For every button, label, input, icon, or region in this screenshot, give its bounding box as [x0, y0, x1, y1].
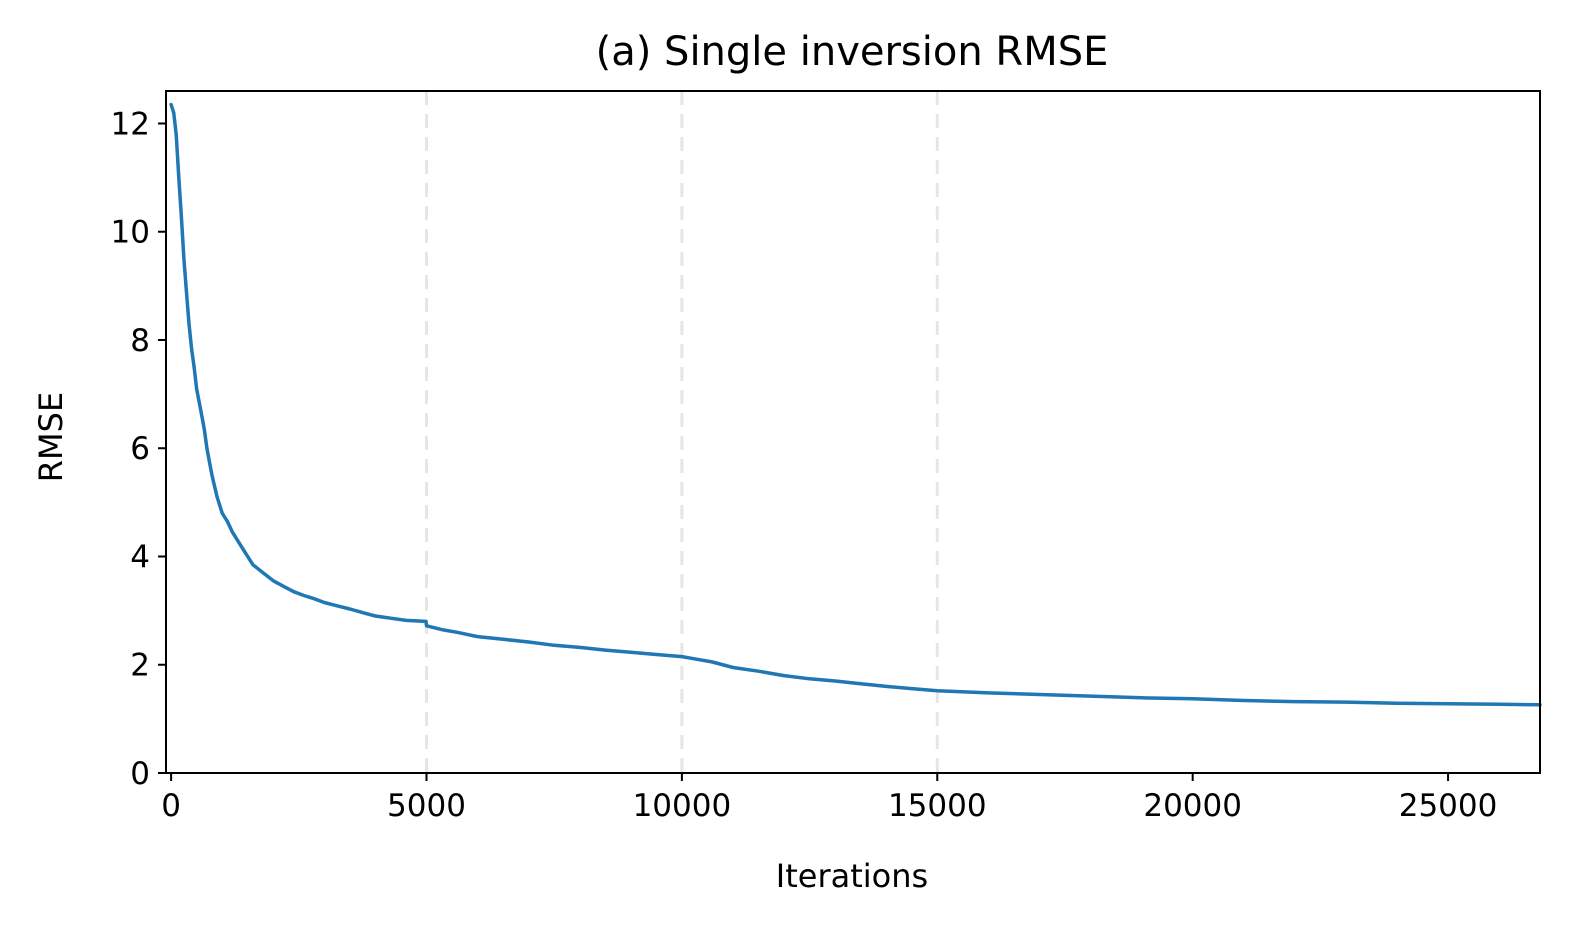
x-tick-label: 20000 [1143, 788, 1242, 824]
y-tick-label: 2 [130, 648, 150, 684]
x-tick-label: 0 [161, 788, 181, 824]
x-axis-ticks: 0 5000 10000 15000 20000 25000 [161, 773, 1497, 824]
x-tick-label: 10000 [633, 788, 732, 824]
y-tick-label: 0 [130, 756, 150, 792]
y-axis-label: RMSE [32, 392, 70, 482]
y-tick-label: 4 [130, 539, 150, 575]
y-tick-label: 10 [111, 215, 150, 251]
chart-title: (a) Single inversion RMSE [596, 29, 1109, 75]
x-tick-label: 5000 [387, 788, 466, 824]
y-axis-ticks: 0 2 4 6 8 10 12 [111, 106, 166, 792]
series-layer [169, 102, 1542, 707]
y-tick-label: 6 [130, 431, 150, 467]
x-tick-label: 15000 [888, 788, 987, 824]
x-tick-label: 25000 [1399, 788, 1498, 824]
plot-frame [165, 90, 1541, 774]
reference-lines [424, 91, 939, 773]
y-tick-label: 8 [130, 323, 150, 359]
y-tick-label: 12 [111, 106, 150, 142]
x-axis-label: Iterations [776, 857, 928, 895]
series-line-0 [169, 102, 1542, 707]
